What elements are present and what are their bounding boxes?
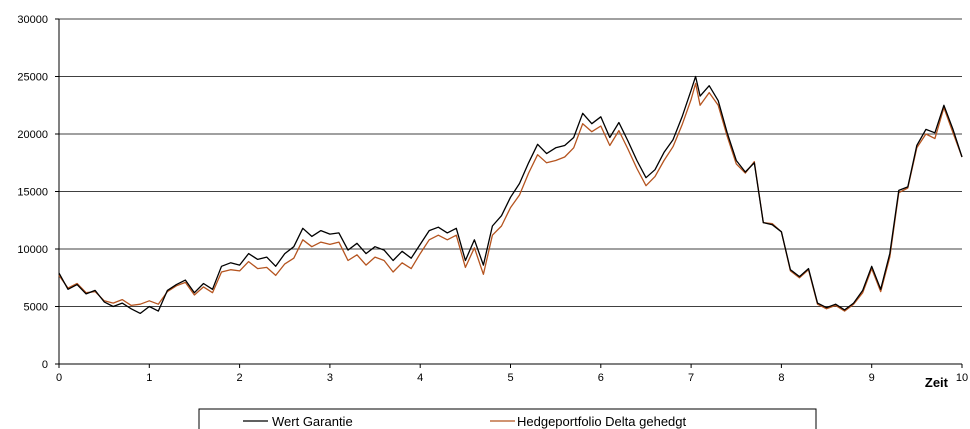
x-tick-label: 7: [688, 372, 694, 384]
y-tick-label: 15000: [17, 187, 48, 199]
y-tick-label: 5000: [24, 302, 48, 314]
x-tick-label: 6: [598, 372, 604, 384]
x-tick-label: 10: [956, 372, 968, 384]
y-tick-label: 20000: [17, 129, 48, 141]
grid-lines: [59, 18, 962, 307]
y-tick-labels: 0 5000 10000 15000 20000 25000 30000: [17, 14, 59, 371]
x-tick-label: 0: [56, 372, 62, 384]
legend-label-hedgeportfolio: Hedgeportfolio Delta gehedgt: [517, 414, 687, 429]
x-tick-label: 5: [507, 372, 513, 384]
series-line-wert-garantie: [58, 75, 963, 315]
series-lines: [58, 75, 963, 315]
x-tick-labels: 0 1 2 3 4 5 6 7 8 9 10: [56, 364, 968, 384]
legend-box: [198, 408, 817, 429]
legend: Wert Garantie Hedgeportfolio Delta gehed…: [198, 408, 817, 429]
x-tick-label: 9: [869, 372, 875, 384]
y-tick-label: 10000: [17, 244, 48, 256]
x-tick-label: 3: [327, 372, 333, 384]
x-tick-label: 8: [778, 372, 784, 384]
x-tick-label: 2: [237, 372, 243, 384]
legend-label-wert-garantie: Wert Garantie: [272, 414, 353, 429]
y-tick-label: 25000: [17, 72, 48, 84]
y-tick-label: 30000: [17, 14, 48, 26]
x-tick-label: 1: [146, 372, 152, 384]
x-axis-title: Zeit: [925, 375, 949, 390]
y-tick-label: 0: [42, 359, 48, 371]
x-tick-label: 4: [417, 372, 423, 384]
